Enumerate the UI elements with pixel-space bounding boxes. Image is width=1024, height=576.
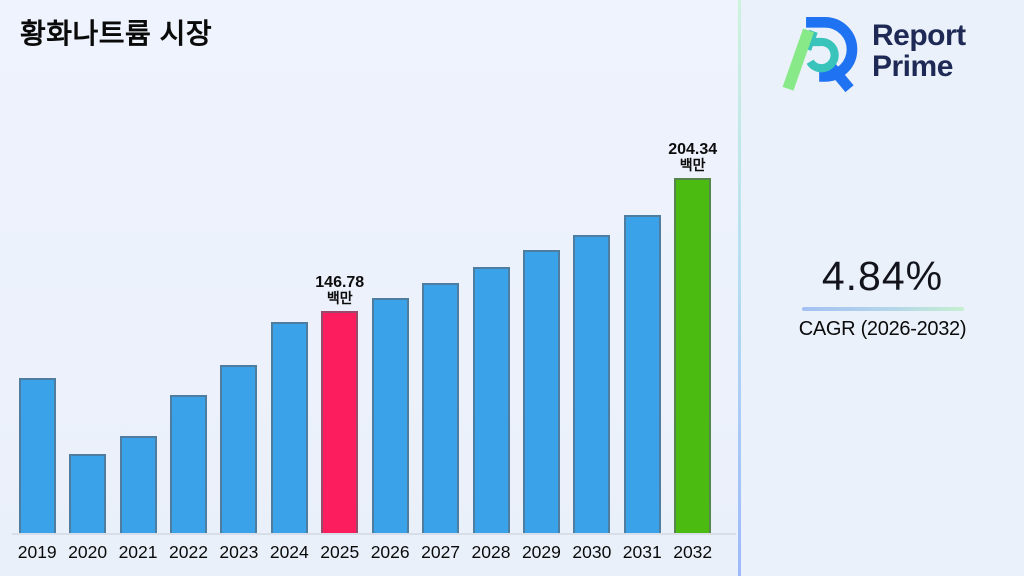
bar-2025 — [321, 311, 359, 534]
cagr-value: 4.84% — [821, 253, 944, 299]
bar-2023 — [220, 365, 258, 534]
cagr-stat: 4.84% CAGR (2026-2032) — [741, 253, 1024, 341]
x-axis-line — [12, 533, 736, 535]
logo-icon — [782, 16, 858, 92]
bar-2029 — [522, 250, 560, 534]
bar-2022 — [169, 395, 207, 534]
info-panel: Report Prime 4.84% CAGR (2026-2032) — [741, 0, 1024, 576]
x-axis-label-2031: 2031 — [622, 542, 662, 562]
bar-column-2029 — [516, 250, 566, 534]
bar-column-2020 — [62, 454, 112, 534]
bar-column-2023 — [214, 365, 264, 534]
cagr-caption: CAGR (2026-2032) — [798, 318, 967, 340]
bar-2027 — [422, 283, 460, 534]
logo-text-line1: Report — [872, 18, 966, 52]
x-axis-label-2029: 2029 — [521, 542, 561, 562]
bar-2026 — [371, 298, 409, 534]
x-axis-label-2024: 2024 — [269, 542, 309, 562]
cagr-underline — [801, 307, 964, 311]
x-axis-label-2023: 2023 — [219, 542, 259, 562]
bar-2020 — [69, 454, 107, 534]
x-axis: 2019 2020 2021 2022 2023 2024 2025 2026 2027 2028… — [12, 542, 718, 563]
chart-title: 황화나트륨 시장 — [20, 18, 213, 49]
x-axis-label-2019: 2019 — [17, 542, 57, 562]
x-axis-label-2022: 2022 — [169, 542, 208, 562]
bar-column-2022 — [163, 395, 213, 534]
x-axis-label-2021: 2021 — [118, 542, 158, 562]
bar-column-2031 — [617, 215, 667, 534]
x-axis-label-2025: 2025 — [320, 542, 360, 562]
bar-column-2030 — [567, 235, 617, 534]
report-prime-logo: Report Prime — [779, 10, 966, 92]
x-axis-label-2030: 2030 — [572, 542, 612, 562]
bar-2032 — [674, 178, 712, 534]
bar-column-2027 — [415, 283, 465, 534]
chart-panel: 황화나트륨 시장 146.78 백만 204.34 백만 2019 2020 2021 20… — [0, 0, 738, 576]
bar-2031 — [623, 215, 661, 534]
x-axis-label-2020: 2020 — [68, 542, 108, 562]
bar-column-2032: 204.34 백만 — [667, 140, 718, 534]
logo-text-line2: Prime — [872, 50, 953, 83]
bar-column-2028 — [466, 267, 516, 534]
panel-divider — [738, 0, 741, 576]
bar-2021 — [119, 436, 157, 534]
x-axis-label-2026: 2026 — [370, 542, 410, 562]
bar-2024 — [270, 322, 308, 534]
bar-value-label-2025: 146.78 백만 — [315, 273, 365, 307]
bar-2019 — [18, 378, 56, 534]
x-axis-label-2027: 2027 — [421, 542, 461, 562]
x-axis-label-2032: 2032 — [673, 542, 713, 562]
bar-2030 — [573, 235, 611, 534]
logo-text: Report Prime — [872, 18, 966, 83]
bar-column-2024 — [264, 322, 314, 534]
bar-column-2026 — [365, 298, 415, 534]
bar-2028 — [472, 267, 510, 534]
bar-chart: 146.78 백만 204.34 백만 — [12, 140, 718, 534]
bar-value-label-2032: 204.34 백만 — [668, 140, 718, 174]
bar-column-2021 — [113, 436, 163, 534]
x-axis-label-2028: 2028 — [471, 542, 511, 562]
bar-column-2019 — [12, 378, 62, 534]
bar-column-2025: 146.78 백만 — [315, 273, 365, 534]
